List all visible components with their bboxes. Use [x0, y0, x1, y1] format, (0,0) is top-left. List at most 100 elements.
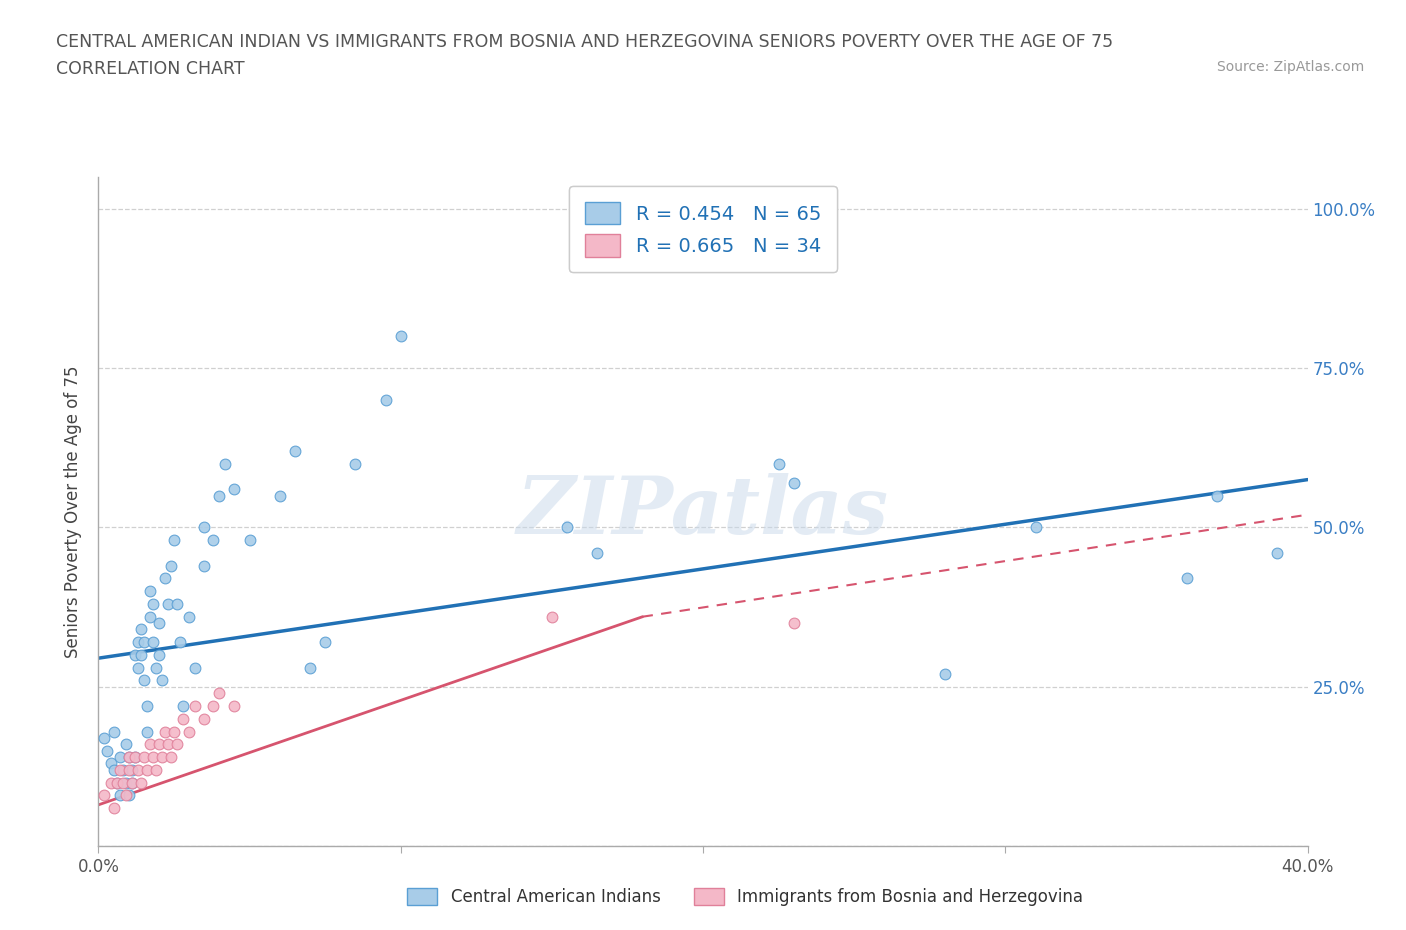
Point	[132, 673, 155, 688]
Point	[160, 558, 183, 573]
Point	[389, 328, 412, 343]
Point	[179, 724, 201, 739]
Point	[118, 788, 141, 803]
Point	[145, 763, 167, 777]
Point	[214, 457, 236, 472]
Point	[239, 533, 262, 548]
Point	[179, 609, 201, 624]
Point	[1175, 571, 1198, 586]
Point	[139, 609, 162, 624]
Point	[121, 775, 143, 790]
Point	[108, 750, 131, 764]
Point	[124, 750, 146, 764]
Point	[108, 788, 131, 803]
Point	[118, 763, 141, 777]
Point	[114, 737, 136, 751]
Point	[783, 616, 806, 631]
Point	[172, 698, 194, 713]
Point	[124, 750, 146, 764]
Point	[555, 520, 578, 535]
Point	[142, 596, 165, 611]
Point	[132, 635, 155, 650]
Legend: R = 0.454   N = 65, R = 0.665   N = 34: R = 0.454 N = 65, R = 0.665 N = 34	[569, 186, 837, 272]
Point	[142, 635, 165, 650]
Point	[193, 711, 215, 726]
Point	[299, 660, 322, 675]
Point	[135, 763, 157, 777]
Point	[127, 660, 149, 675]
Point	[166, 596, 188, 611]
Point	[150, 673, 173, 688]
Point	[1267, 546, 1289, 561]
Point	[103, 763, 125, 777]
Point	[193, 520, 215, 535]
Point	[163, 533, 186, 548]
Legend: Central American Indians, Immigrants from Bosnia and Herzegovina: Central American Indians, Immigrants fro…	[401, 881, 1090, 912]
Point	[374, 392, 396, 407]
Point	[145, 660, 167, 675]
Point	[586, 546, 609, 561]
Point	[150, 750, 173, 764]
Point	[93, 788, 115, 803]
Point	[783, 475, 806, 490]
Text: CENTRAL AMERICAN INDIAN VS IMMIGRANTS FROM BOSNIA AND HERZEGOVINA SENIORS POVERT: CENTRAL AMERICAN INDIAN VS IMMIGRANTS FR…	[56, 33, 1114, 50]
Point	[269, 488, 291, 503]
Point	[169, 635, 191, 650]
Point	[224, 482, 246, 497]
Point	[124, 647, 146, 662]
Point	[105, 775, 128, 790]
Text: ZIPatlas: ZIPatlas	[517, 472, 889, 551]
Point	[202, 698, 225, 713]
Point	[135, 724, 157, 739]
Point	[166, 737, 188, 751]
Point	[129, 647, 152, 662]
Point	[132, 750, 155, 764]
Point	[934, 667, 956, 682]
Point	[1024, 520, 1046, 535]
Point	[135, 698, 157, 713]
Point	[284, 444, 307, 458]
Point	[103, 801, 125, 816]
Point	[148, 616, 170, 631]
Point	[224, 698, 246, 713]
Point	[314, 635, 336, 650]
Point	[127, 635, 149, 650]
Point	[100, 756, 122, 771]
Point	[108, 763, 131, 777]
Point	[193, 558, 215, 573]
Point	[1206, 488, 1229, 503]
Point	[148, 737, 170, 751]
Point	[148, 647, 170, 662]
Text: Source: ZipAtlas.com: Source: ZipAtlas.com	[1216, 60, 1364, 74]
Point	[121, 763, 143, 777]
Point	[208, 685, 231, 700]
Point	[118, 750, 141, 764]
Point	[160, 750, 183, 764]
Point	[184, 698, 207, 713]
Point	[540, 609, 562, 624]
Point	[184, 660, 207, 675]
Point	[114, 788, 136, 803]
Point	[172, 711, 194, 726]
Point	[111, 775, 134, 790]
Point	[153, 571, 176, 586]
Point	[93, 730, 115, 745]
Point	[127, 763, 149, 777]
Point	[768, 457, 790, 472]
Point	[129, 622, 152, 637]
Point	[139, 584, 162, 599]
Point	[100, 775, 122, 790]
Point	[344, 457, 367, 472]
Point	[103, 724, 125, 739]
Point	[118, 750, 141, 764]
Point	[114, 775, 136, 790]
Point	[142, 750, 165, 764]
Text: CORRELATION CHART: CORRELATION CHART	[56, 60, 245, 78]
Point	[208, 488, 231, 503]
Point	[121, 775, 143, 790]
Point	[96, 743, 118, 758]
Point	[153, 724, 176, 739]
Point	[156, 596, 179, 611]
Y-axis label: Seniors Poverty Over the Age of 75: Seniors Poverty Over the Age of 75	[65, 365, 83, 658]
Point	[105, 775, 128, 790]
